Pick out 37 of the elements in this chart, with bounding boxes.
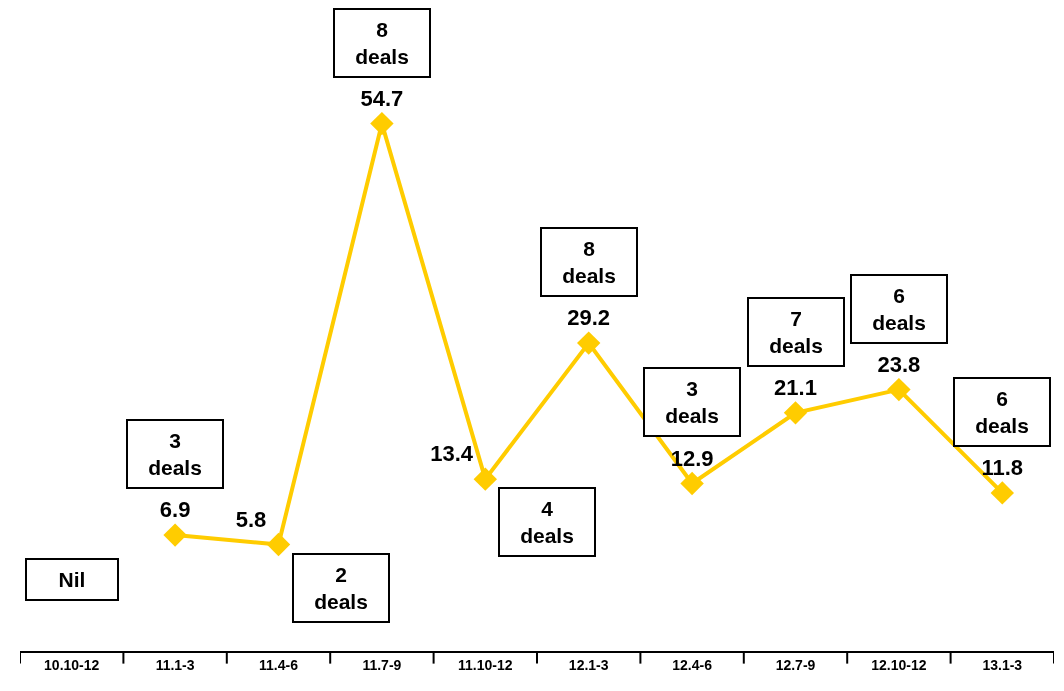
data-label: 21.1 <box>774 375 817 401</box>
annotation: 3 deals <box>148 429 202 480</box>
x-tick-label: 12.10-12 <box>871 656 927 673</box>
x-tick-label: 10.10-12 <box>44 656 100 673</box>
point <box>577 331 601 355</box>
data-label: 13.4 <box>430 441 474 467</box>
text: Nil <box>58 568 86 591</box>
data-label: 5.8 <box>235 506 267 532</box>
data-label: 23.8 <box>877 351 921 377</box>
x-tick-label: 12.7-9 <box>775 656 816 673</box>
x-tick-label: 11.4-6 <box>259 656 299 673</box>
annotation: 8 deals <box>355 18 409 69</box>
annotation: 8 deals <box>562 237 616 288</box>
annotation: 2 deals <box>314 563 368 614</box>
data-label: 11.8 <box>981 455 1024 481</box>
point <box>266 532 291 557</box>
x-tick-label: 11.1-3 <box>155 656 195 673</box>
point <box>163 523 187 547</box>
point <box>370 111 394 136</box>
annotation: 4 deals <box>520 497 574 548</box>
x-tick-label: 13.1-3 <box>982 656 1023 673</box>
point <box>783 401 808 425</box>
point <box>887 377 911 402</box>
annotation: 3 deals <box>665 377 719 428</box>
annotation: 7 deals <box>769 307 823 358</box>
data-label: 29.2 <box>567 305 611 331</box>
data-label: 54.7 <box>360 85 404 111</box>
x-tick-label: 12.1-3 <box>568 656 609 673</box>
annotation: 6 deals <box>872 284 926 335</box>
x-tick-label: 11.7-9 <box>362 656 402 673</box>
x-tick-label: 11.10-12 <box>458 656 513 673</box>
point <box>473 467 497 491</box>
point <box>990 481 1014 505</box>
data-label: 6.9 <box>159 497 191 523</box>
x-tick-label: 12.4-6 <box>672 656 713 673</box>
point <box>680 471 704 496</box>
annotation: 6 deals <box>975 387 1029 438</box>
